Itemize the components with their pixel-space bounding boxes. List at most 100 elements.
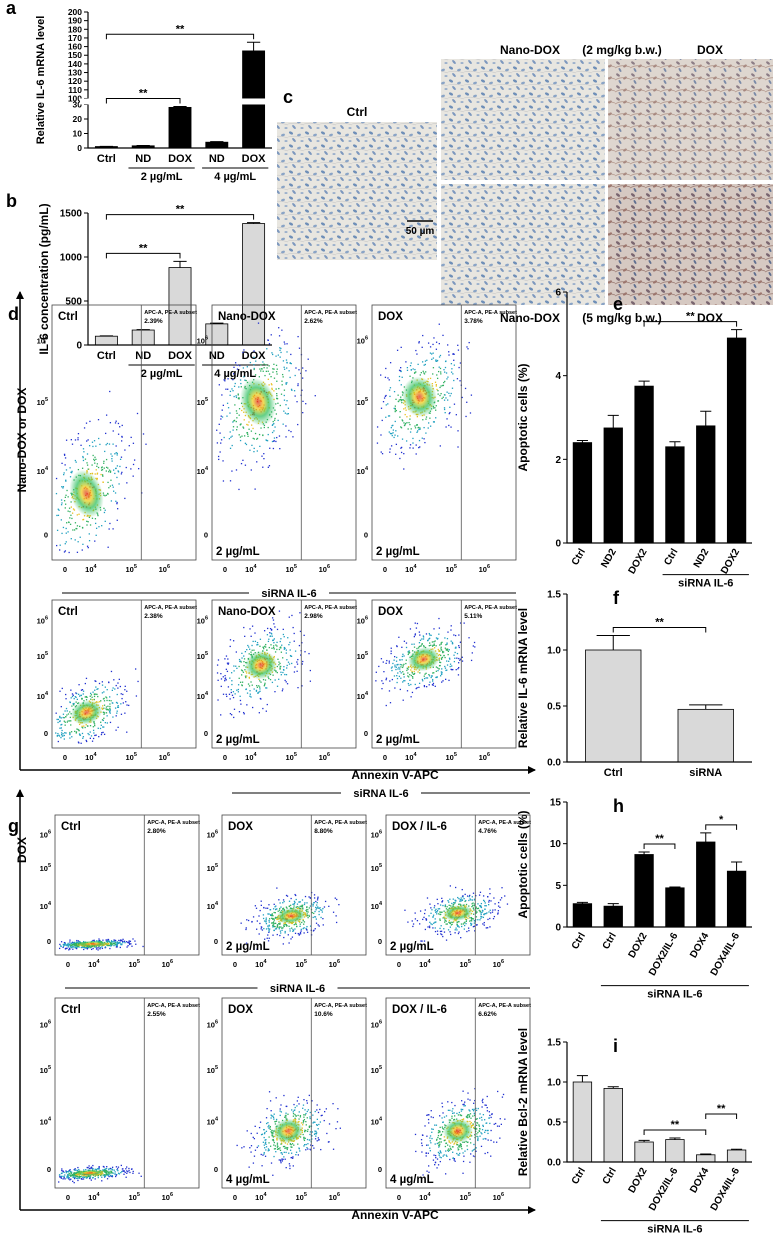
event-dot bbox=[437, 670, 438, 671]
event-dot bbox=[295, 395, 296, 396]
event-dot bbox=[444, 918, 445, 919]
event-dot bbox=[487, 927, 488, 928]
event-dot bbox=[435, 382, 436, 383]
event-dot bbox=[460, 362, 461, 363]
event-dot bbox=[109, 706, 110, 707]
event-dot bbox=[287, 665, 288, 666]
event-dot bbox=[293, 1116, 294, 1117]
event-dot bbox=[72, 1181, 73, 1182]
event-dot bbox=[70, 1179, 71, 1180]
event-dot bbox=[439, 918, 440, 919]
event-dot bbox=[273, 921, 274, 922]
event-dot bbox=[446, 378, 447, 379]
event-dot bbox=[61, 499, 62, 500]
event-dot bbox=[129, 445, 130, 446]
event-dot bbox=[471, 903, 472, 904]
y-tick-label: 1500 bbox=[60, 209, 83, 220]
event-dot bbox=[292, 1143, 293, 1144]
event-dot bbox=[96, 947, 97, 948]
event-dot bbox=[287, 1114, 288, 1115]
x-tick-label: DOX2 bbox=[719, 547, 742, 576]
event-dot bbox=[116, 715, 117, 716]
event-dot bbox=[462, 889, 463, 890]
event-dot bbox=[77, 1180, 78, 1181]
event-dot bbox=[106, 715, 107, 716]
event-dot bbox=[305, 928, 306, 929]
event-dot bbox=[82, 733, 83, 734]
event-dot bbox=[273, 1140, 274, 1141]
event-dot bbox=[131, 946, 132, 947]
event-dot bbox=[308, 1109, 309, 1110]
event-dot bbox=[322, 918, 323, 919]
event-dot bbox=[64, 464, 65, 465]
event-dot bbox=[64, 1178, 65, 1179]
event-dot bbox=[129, 1172, 130, 1173]
event-dot bbox=[233, 373, 234, 374]
event-dot bbox=[244, 713, 245, 714]
event-dot bbox=[282, 672, 283, 673]
event-dot bbox=[453, 360, 454, 361]
event-dot bbox=[438, 651, 439, 652]
event-dot bbox=[419, 683, 420, 684]
event-dot bbox=[418, 427, 419, 428]
event-dot bbox=[439, 367, 440, 368]
event-dot bbox=[248, 920, 249, 921]
event-dot bbox=[91, 464, 92, 465]
event-dot bbox=[432, 680, 433, 681]
event-dot bbox=[276, 1119, 277, 1120]
event-dot bbox=[408, 654, 409, 655]
tick-base: 10 bbox=[125, 753, 133, 762]
event-dot bbox=[277, 672, 278, 673]
event-dot bbox=[236, 1145, 237, 1146]
event-dot bbox=[424, 686, 425, 687]
y-tick-label: 110 bbox=[68, 85, 82, 95]
event-dot bbox=[283, 937, 284, 938]
event-dot bbox=[288, 934, 289, 935]
event-dot bbox=[452, 373, 453, 374]
event-dot bbox=[228, 664, 229, 665]
event-dot bbox=[258, 1145, 259, 1146]
event-dot bbox=[78, 694, 79, 695]
event-dot bbox=[394, 665, 395, 666]
event-dot bbox=[279, 335, 280, 336]
tick-label: 105 bbox=[40, 863, 51, 873]
event-dot bbox=[447, 900, 448, 901]
event-dot bbox=[463, 923, 464, 924]
event-dot bbox=[394, 666, 395, 667]
tick-label: 0 bbox=[63, 565, 67, 574]
tick-exponent: 5 bbox=[48, 1065, 51, 1071]
event-dot bbox=[263, 453, 264, 454]
event-dot bbox=[276, 649, 277, 650]
event-dot bbox=[431, 675, 432, 676]
event-dot bbox=[226, 694, 227, 695]
event-dot bbox=[291, 663, 292, 664]
event-dot bbox=[249, 628, 250, 629]
event-dot bbox=[275, 918, 276, 919]
event-dot bbox=[295, 1115, 296, 1116]
event-dot bbox=[279, 448, 280, 449]
event-dot bbox=[286, 400, 287, 401]
event-dot bbox=[236, 469, 237, 470]
event-dot bbox=[424, 678, 425, 679]
event-dot bbox=[110, 722, 111, 723]
event-dot bbox=[406, 647, 407, 648]
tick-base: 10 bbox=[88, 960, 96, 969]
event-dot bbox=[264, 920, 265, 921]
event-dot bbox=[108, 528, 109, 529]
event-dot bbox=[471, 660, 472, 661]
event-dot bbox=[460, 937, 461, 938]
event-dot bbox=[223, 379, 224, 380]
event-dot bbox=[68, 1171, 69, 1172]
event-dot bbox=[92, 699, 93, 700]
flow-plot bbox=[58, 1165, 142, 1184]
event-dot bbox=[87, 546, 88, 547]
event-dot bbox=[119, 679, 120, 680]
y-tick-label: 0.0 bbox=[547, 758, 561, 769]
event-dot bbox=[126, 467, 127, 468]
gate-percent: 2.39% bbox=[144, 318, 163, 325]
event-dot bbox=[61, 502, 62, 503]
event-dot bbox=[75, 696, 76, 697]
event-dot bbox=[71, 731, 72, 732]
event-dot bbox=[269, 918, 270, 919]
event-dot bbox=[296, 907, 297, 908]
